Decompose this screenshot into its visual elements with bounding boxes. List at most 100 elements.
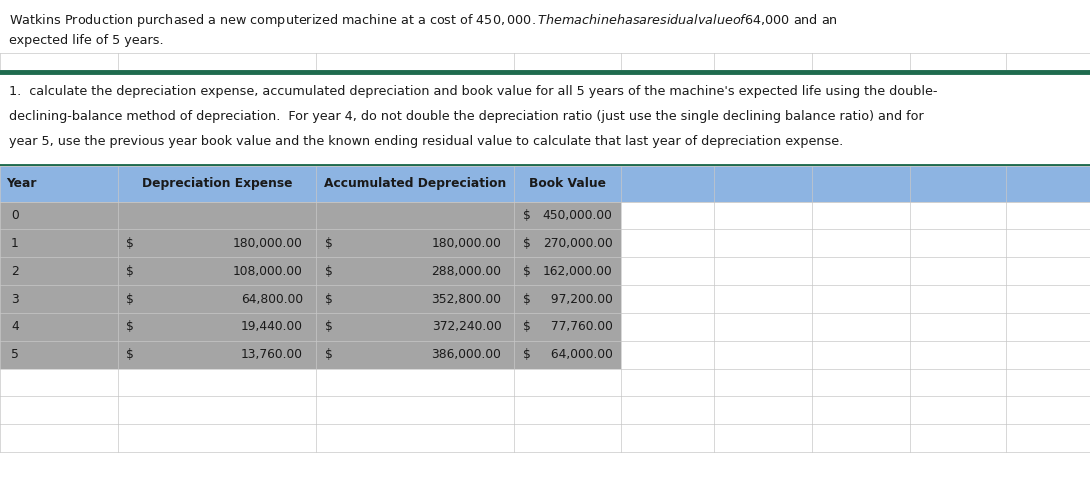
Text: declining-balance method of depreciation.  For year 4, do not double the depreci: declining-balance method of depreciation… (9, 110, 923, 123)
Polygon shape (812, 341, 910, 369)
Text: 1.  calculate the depreciation expense, accumulated depreciation and book value : 1. calculate the depreciation expense, a… (9, 85, 937, 98)
Text: 0: 0 (11, 209, 19, 222)
Polygon shape (0, 257, 118, 285)
Polygon shape (714, 424, 812, 452)
Text: 270,000.00: 270,000.00 (543, 237, 613, 250)
Polygon shape (910, 396, 1006, 424)
Polygon shape (514, 369, 621, 396)
Polygon shape (316, 257, 514, 285)
Polygon shape (714, 369, 812, 396)
Text: 4: 4 (11, 320, 19, 334)
Text: 386,000.00: 386,000.00 (432, 348, 501, 361)
Polygon shape (1006, 166, 1090, 202)
Text: $: $ (523, 209, 531, 222)
Polygon shape (812, 229, 910, 257)
Text: expected life of 5 years.: expected life of 5 years. (9, 34, 163, 47)
Polygon shape (316, 369, 514, 396)
Polygon shape (514, 229, 621, 257)
Polygon shape (514, 202, 621, 229)
Polygon shape (910, 257, 1006, 285)
Text: $: $ (523, 320, 531, 334)
Polygon shape (316, 396, 514, 424)
Text: $: $ (325, 348, 332, 361)
Polygon shape (621, 424, 714, 452)
Polygon shape (514, 285, 621, 313)
Polygon shape (1006, 341, 1090, 369)
Text: $: $ (325, 292, 332, 306)
Text: 372,240.00: 372,240.00 (432, 320, 501, 334)
Polygon shape (714, 285, 812, 313)
Polygon shape (118, 257, 316, 285)
Polygon shape (0, 341, 118, 369)
Text: $: $ (325, 320, 332, 334)
Text: Year: Year (7, 177, 37, 190)
Polygon shape (0, 202, 118, 229)
Text: 288,000.00: 288,000.00 (432, 264, 501, 278)
Polygon shape (714, 313, 812, 341)
Polygon shape (118, 202, 316, 229)
Polygon shape (118, 369, 316, 396)
Text: 162,000.00: 162,000.00 (543, 264, 613, 278)
Text: 13,760.00: 13,760.00 (241, 348, 303, 361)
Polygon shape (812, 313, 910, 341)
Polygon shape (812, 369, 910, 396)
Text: 2: 2 (11, 264, 19, 278)
Polygon shape (316, 285, 514, 313)
Polygon shape (621, 229, 714, 257)
Polygon shape (316, 424, 514, 452)
Polygon shape (1006, 285, 1090, 313)
Polygon shape (316, 313, 514, 341)
Polygon shape (1006, 229, 1090, 257)
Text: 1: 1 (11, 237, 19, 250)
Polygon shape (118, 166, 316, 202)
Polygon shape (621, 369, 714, 396)
Polygon shape (1006, 202, 1090, 229)
Text: 77,760.00: 77,760.00 (547, 320, 613, 334)
Polygon shape (316, 202, 514, 229)
Text: 108,000.00: 108,000.00 (233, 264, 303, 278)
Polygon shape (812, 166, 910, 202)
Polygon shape (910, 166, 1006, 202)
Text: 19,440.00: 19,440.00 (241, 320, 303, 334)
Text: $: $ (126, 264, 134, 278)
Polygon shape (714, 202, 812, 229)
Polygon shape (714, 396, 812, 424)
Text: Depreciation Expense: Depreciation Expense (142, 177, 292, 190)
Text: 64,800.00: 64,800.00 (241, 292, 303, 306)
Text: $: $ (126, 348, 134, 361)
Polygon shape (910, 202, 1006, 229)
Text: $: $ (126, 320, 134, 334)
Text: $: $ (523, 292, 531, 306)
Polygon shape (910, 313, 1006, 341)
Polygon shape (0, 369, 118, 396)
Polygon shape (514, 313, 621, 341)
Text: 5: 5 (11, 348, 19, 361)
Polygon shape (514, 424, 621, 452)
Polygon shape (1006, 313, 1090, 341)
Polygon shape (621, 285, 714, 313)
Polygon shape (621, 313, 714, 341)
Text: Accumulated Depreciation: Accumulated Depreciation (324, 177, 507, 190)
Polygon shape (714, 341, 812, 369)
Polygon shape (910, 229, 1006, 257)
Polygon shape (1006, 396, 1090, 424)
Text: 180,000.00: 180,000.00 (432, 237, 501, 250)
Polygon shape (910, 341, 1006, 369)
Polygon shape (118, 229, 316, 257)
Polygon shape (621, 166, 714, 202)
Polygon shape (621, 257, 714, 285)
Polygon shape (514, 257, 621, 285)
Polygon shape (0, 396, 118, 424)
Text: $: $ (325, 237, 332, 250)
Polygon shape (0, 313, 118, 341)
Polygon shape (514, 341, 621, 369)
Polygon shape (621, 202, 714, 229)
Polygon shape (316, 229, 514, 257)
Polygon shape (316, 166, 514, 202)
Text: Watkins Production purchased a new computerized machine at a cost of $450,000.  : Watkins Production purchased a new compu… (9, 12, 837, 29)
Polygon shape (812, 202, 910, 229)
Text: year 5, use the previous year book value and the known ending residual value to : year 5, use the previous year book value… (9, 135, 843, 148)
Text: Book Value: Book Value (530, 177, 606, 190)
Polygon shape (0, 285, 118, 313)
Text: $: $ (325, 264, 332, 278)
